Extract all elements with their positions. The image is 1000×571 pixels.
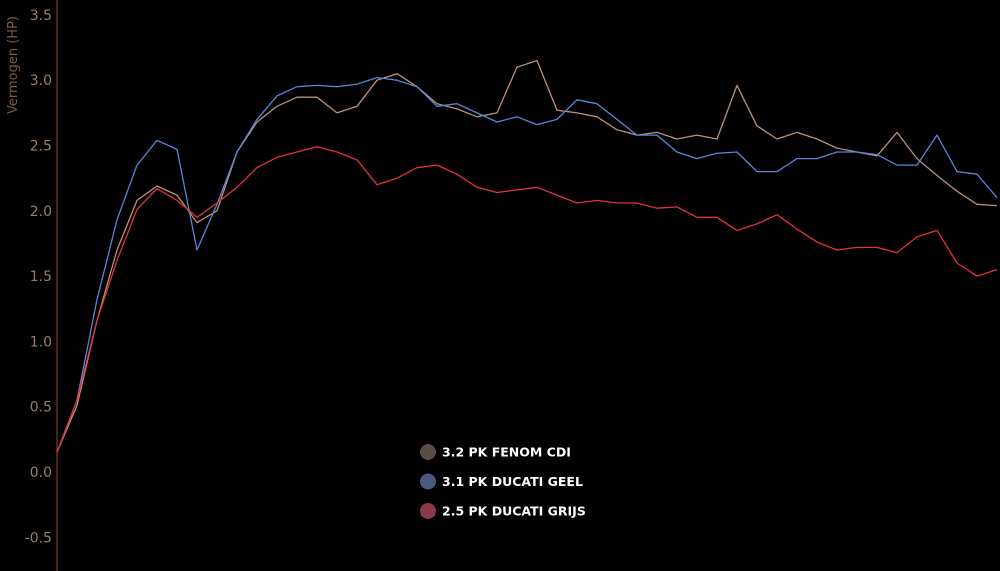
y-tick-label: 3.5 (30, 8, 52, 24)
legend-label: 2.5 PK DUCATI GRIJS (442, 504, 586, 519)
y-tick-label: 0.5 (30, 400, 52, 416)
legend-label: 3.1 PK DUCATI GEEL (442, 474, 583, 489)
legend-label: 3.2 PK FENOM CDI (442, 445, 571, 460)
y-tick-label: 0.0 (30, 465, 52, 481)
y-tick-label: -0.5 (25, 530, 52, 546)
y-tick-label: 1.5 (30, 269, 52, 285)
y-tick-label: 3.0 (30, 73, 52, 89)
legend-swatch (420, 473, 436, 490)
legend-swatch (420, 503, 436, 519)
y-tick-label: 1.0 (30, 334, 52, 350)
y-tick-label: 2.5 (30, 139, 52, 155)
y-tick-label: 2.0 (30, 204, 52, 220)
legend-swatch (420, 444, 436, 460)
series-line-2 (56, 76, 998, 453)
series-line-3 (56, 146, 998, 453)
y-axis-label: Vermogen (HP) (6, 16, 21, 114)
series-line-1 (56, 59, 998, 453)
